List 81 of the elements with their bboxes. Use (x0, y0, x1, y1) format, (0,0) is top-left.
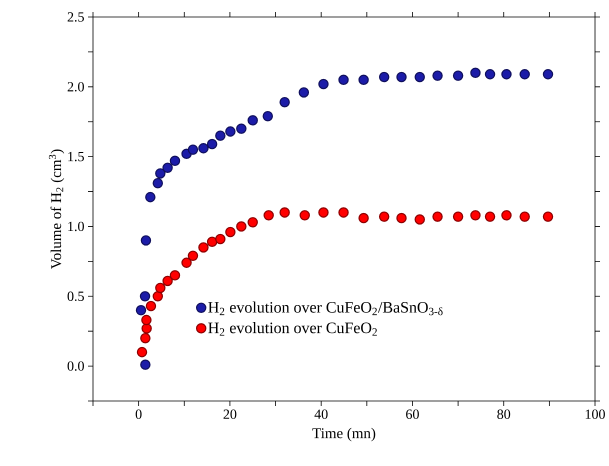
point (248, 217, 258, 228)
point (432, 211, 443, 222)
y-tick-label: 2.0 (68, 82, 84, 92)
point (520, 211, 530, 222)
point (520, 69, 530, 80)
point (236, 124, 247, 134)
point (225, 126, 236, 137)
y-tick-label: 1.5 (68, 152, 84, 162)
x-axis-title: Time (mn) (312, 428, 376, 442)
point (198, 143, 209, 154)
point (198, 242, 209, 253)
point (298, 87, 310, 98)
point (414, 214, 425, 225)
point (170, 270, 180, 281)
x-tick-label: 20 (224, 410, 236, 419)
x-tick-label: 60 (406, 410, 419, 419)
point (452, 70, 464, 81)
point (432, 70, 443, 81)
point (188, 144, 198, 155)
point (206, 236, 218, 248)
point (145, 192, 156, 202)
point (140, 291, 150, 302)
point (542, 69, 554, 80)
point (141, 314, 152, 326)
point (215, 130, 226, 141)
point (155, 168, 166, 179)
point (236, 221, 247, 232)
point (152, 178, 164, 188)
legend-label: H$_{2}$ evolution over CuFeO$_{2}$ (208, 322, 377, 336)
point (146, 300, 156, 312)
point (181, 258, 192, 268)
point (378, 211, 390, 222)
point (136, 305, 146, 316)
point (501, 210, 512, 220)
point (378, 72, 390, 82)
y-tick-label: 0.5 (68, 292, 84, 302)
x-tick-label: 40 (314, 410, 328, 419)
point (484, 69, 496, 80)
point (215, 234, 226, 244)
y-axis-title: Volume of H$_{2}$ (cm$^{3}$) (48, 149, 64, 269)
point (279, 207, 290, 218)
y-tick-label: 1.0 (68, 222, 84, 232)
point (141, 323, 152, 334)
point (264, 210, 274, 220)
point (414, 72, 425, 82)
x-tick-label: 100 (586, 410, 605, 419)
point (358, 212, 369, 224)
point (262, 110, 273, 122)
point (358, 74, 369, 86)
point (140, 235, 152, 246)
point (470, 210, 481, 220)
y-tick-label: 0.0 (68, 361, 84, 371)
point (225, 226, 236, 238)
point (318, 78, 329, 90)
point (155, 282, 166, 294)
point (484, 211, 496, 222)
point (162, 162, 173, 173)
x-tick-label: 0 (136, 410, 142, 419)
point (338, 207, 349, 218)
point (248, 115, 258, 126)
point (470, 68, 481, 78)
point (140, 332, 151, 344)
point (136, 346, 148, 358)
y-tick-label: 2.5 (68, 12, 84, 22)
point (338, 74, 349, 86)
point (542, 211, 554, 222)
point (279, 96, 290, 108)
point (396, 72, 407, 82)
point (318, 207, 329, 218)
point (162, 276, 173, 286)
point (300, 210, 310, 220)
x-tick-label: 80 (497, 410, 510, 419)
point (206, 138, 218, 150)
point (170, 156, 180, 166)
point (140, 359, 151, 370)
legend-label: H$_{2}$ evolution over CuFeO$_{2}$/BaSnO$_{3-δ}$ (208, 302, 443, 316)
point (396, 212, 407, 224)
point (452, 211, 464, 222)
point (152, 291, 164, 302)
point (188, 250, 198, 261)
point (501, 69, 512, 80)
